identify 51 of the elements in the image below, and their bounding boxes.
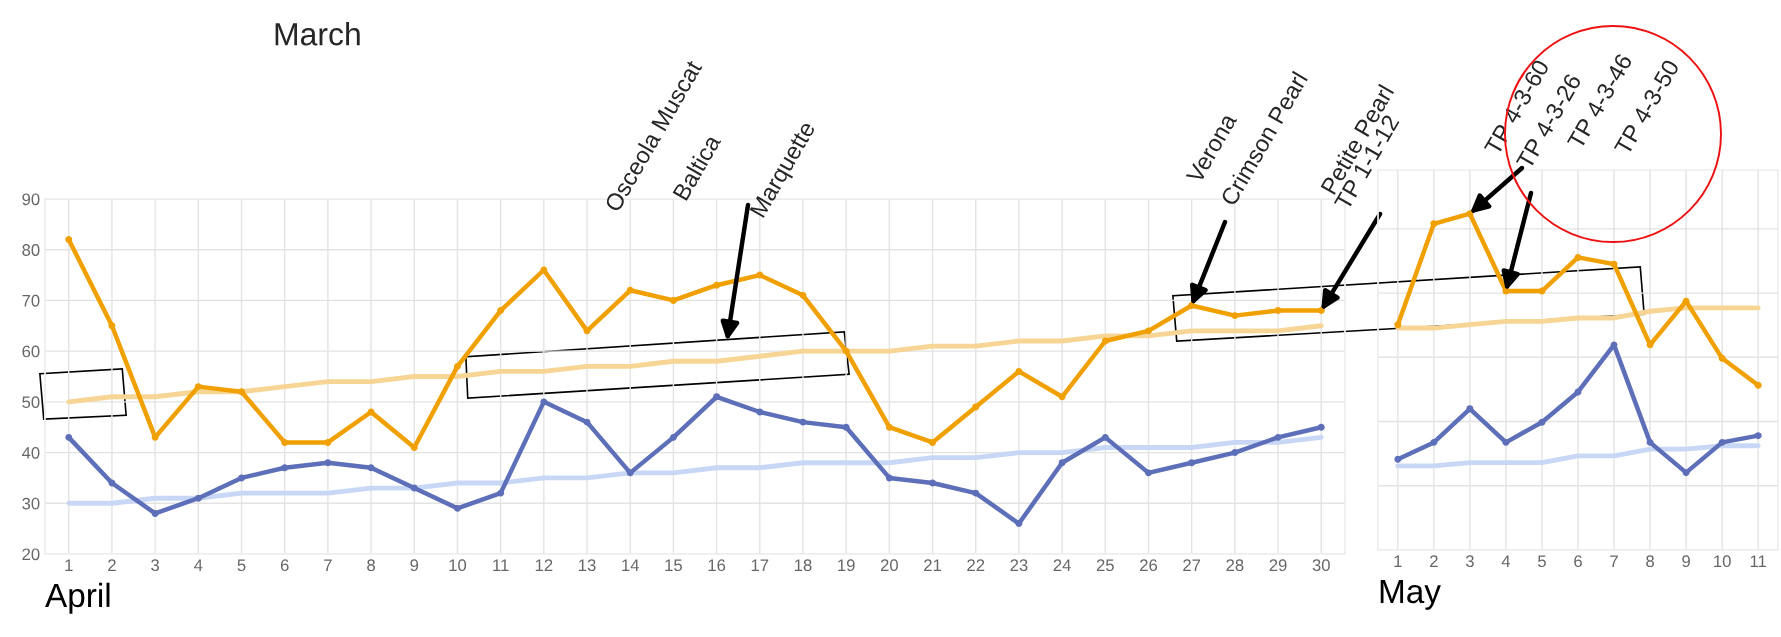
x-tick-label: 16 <box>708 559 726 572</box>
x-tick-label: 1 <box>1394 555 1402 567</box>
x-tick-label: 1 <box>65 559 73 571</box>
x-tick-label: 9 <box>410 559 419 572</box>
x-tick-label: 17 <box>751 559 769 571</box>
x-tick-label: 12 <box>535 559 553 571</box>
y-tick-label: 30 <box>22 497 40 510</box>
x-tick-label: 13 <box>579 559 596 572</box>
x-tick-label: 18 <box>794 559 812 572</box>
y-tick-label: 70 <box>22 294 40 307</box>
y-tick-label: 50 <box>22 396 40 409</box>
x-tick-label: 29 <box>1269 559 1287 572</box>
y-tick-label: 60 <box>22 345 40 358</box>
text: March <box>275 22 360 46</box>
x-tick-label: 6 <box>1574 555 1582 568</box>
x-tick-label: 21 <box>924 559 941 571</box>
y-tick-label: 90 <box>22 193 40 206</box>
x-tick-label: 11 <box>1750 555 1767 567</box>
x-tick-label: 7 <box>324 559 332 571</box>
x-tick-label: 5 <box>237 559 246 572</box>
x-tick-label: 10 <box>449 559 467 572</box>
x-tick-label: 15 <box>665 559 682 572</box>
x-axis-title: May <box>1380 579 1441 610</box>
x-tick-label: 9 <box>1682 555 1690 568</box>
x-tick-label: 28 <box>1226 559 1244 572</box>
x-tick-label: 19 <box>838 559 855 572</box>
x-tick-label: 6 <box>280 559 289 572</box>
x-tick-label: 2 <box>1430 555 1438 567</box>
x-tick-label: 2 <box>108 559 116 571</box>
x-tick-label: 27 <box>1183 559 1201 571</box>
x-tick-label: 24 <box>1053 559 1071 571</box>
x-tick-label: 26 <box>1140 559 1158 572</box>
x-tick-label: 5 <box>1538 555 1546 568</box>
x-tick-label: 7 <box>1610 555 1618 567</box>
x-tick-label: 20 <box>880 559 898 572</box>
x-tick-label: 8 <box>1646 555 1654 568</box>
x-tick-label: 4 <box>1501 555 1511 567</box>
x-tick-label: 22 <box>967 559 985 571</box>
y-tick-label: 40 <box>21 446 40 459</box>
x-tick-label: 3 <box>151 559 160 572</box>
x-tick-label: 25 <box>1096 559 1114 572</box>
x-tick-label: 11 <box>493 559 509 571</box>
x-tick-label: 23 <box>1010 559 1028 572</box>
x-tick-label: 10 <box>1714 555 1731 568</box>
x-tick-label: 30 <box>1312 559 1330 572</box>
y-tick-label: 80 <box>22 244 40 256</box>
x-tick-label: 8 <box>367 559 375 572</box>
x-tick-label: 3 <box>1465 555 1474 568</box>
x-axis-title: April <box>45 582 110 614</box>
x-tick-label: 4 <box>194 559 203 571</box>
x-tick-label: 14 <box>622 559 639 571</box>
